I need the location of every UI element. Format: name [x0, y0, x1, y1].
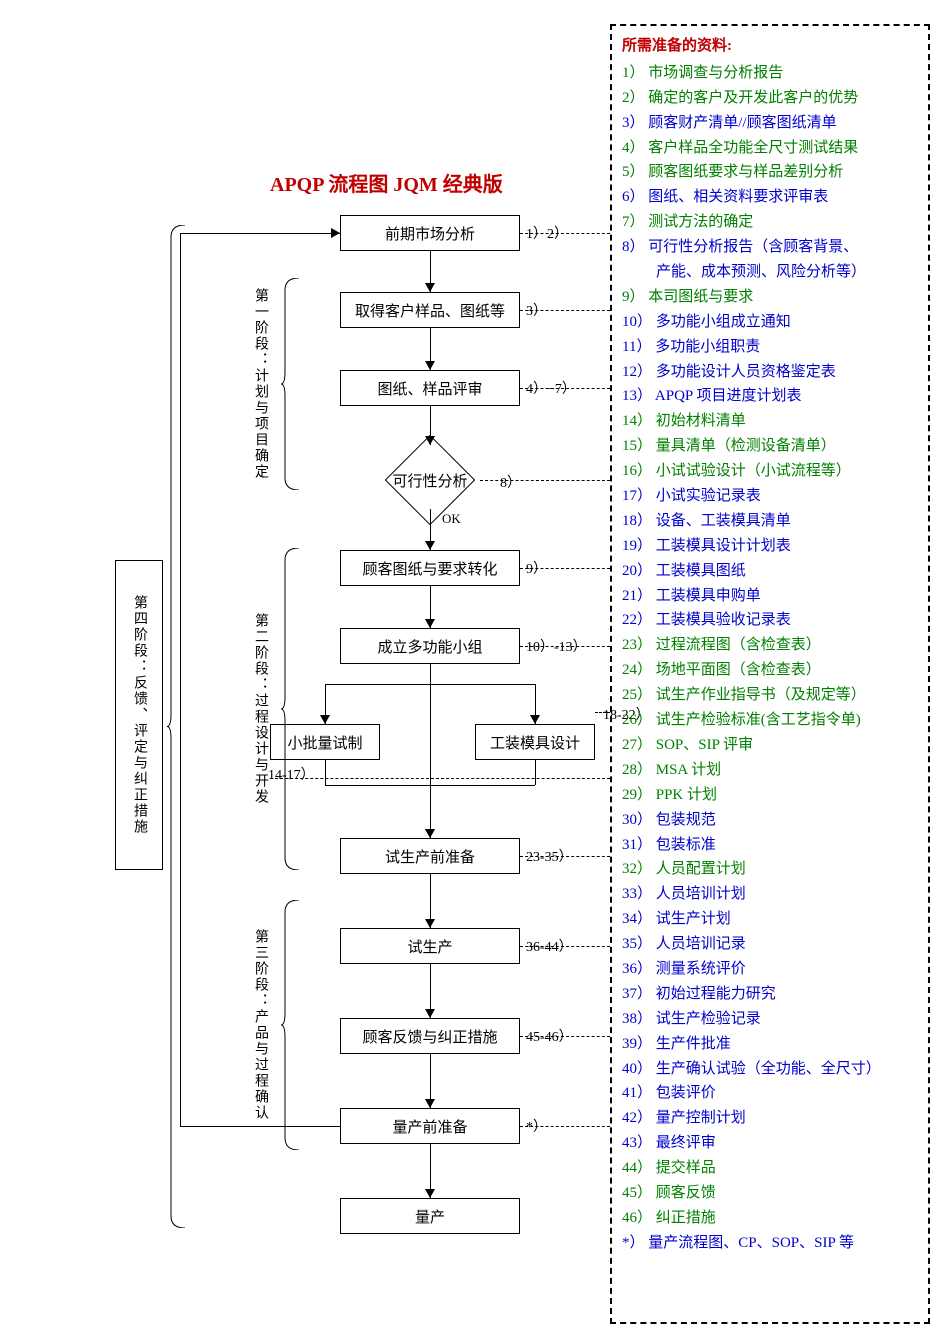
materials-item: 41） 包装评价: [622, 1081, 918, 1106]
materials-item: 26） 试生产检验标准(含工艺指令单): [622, 708, 918, 733]
box-n5: 成立多功能小组: [340, 628, 520, 664]
materials-panel: 所需准备的资料:1） 市场调查与分析报告2） 确定的客户及开发此客户的优势3） …: [610, 24, 930, 1324]
box-n10: 量产前准备: [340, 1108, 520, 1144]
materials-item: 17） 小试实验记录表: [622, 484, 918, 509]
box-n1: 取得客户样品、图纸等: [340, 292, 520, 328]
materials-item: 11） 多功能小组职责: [622, 335, 918, 360]
ok-label: OK: [442, 511, 461, 527]
materials-item: 46） 纠正措施: [622, 1206, 918, 1231]
materials-item: 6） 图纸、相关资料要求评审表: [622, 185, 918, 210]
materials-item: 24） 场地平面图（含检查表）: [622, 658, 918, 683]
materials-item: 34） 试生产计划: [622, 907, 918, 932]
page-title: APQP 流程图 JQM 经典版: [270, 168, 503, 197]
phase-p1: 第一阶段：计划与项目确定: [245, 278, 275, 490]
materials-item: 12） 多功能设计人员资格鉴定表: [622, 360, 918, 385]
materials-item: *） 量产流程图、CP、SOP、SIP 等: [622, 1231, 918, 1256]
box-n11: 量产: [340, 1198, 520, 1234]
box-n4: 顾客图纸与要求转化: [340, 550, 520, 586]
materials-item: 43） 最终评审: [622, 1131, 918, 1156]
label-n3: 可行性分析: [370, 470, 490, 490]
materials-item: 13） APQP 项目进度计划表: [622, 384, 918, 409]
materials-item: 27） SOP、SIP 评审: [622, 733, 918, 758]
materials-item: 35） 人员培训记录: [622, 932, 918, 957]
phase-p4: 第四阶段：反馈、评定与纠正措施: [124, 566, 154, 864]
materials-item: 2） 确定的客户及开发此客户的优势: [622, 86, 918, 111]
materials-header: 所需准备的资料:: [622, 34, 918, 59]
materials-item: 9） 本司图纸与要求: [622, 285, 918, 310]
box-n8: 试生产: [340, 928, 520, 964]
materials-item: 31） 包装标准: [622, 833, 918, 858]
materials-item: 39） 生产件批准: [622, 1032, 918, 1057]
materials-item: 15） 量具清单（检测设备清单）: [622, 434, 918, 459]
materials-item: 23） 过程流程图（含检查表）: [622, 633, 918, 658]
materials-item: 18） 设备、工装模具清单: [622, 509, 918, 534]
box-n0: 前期市场分析: [340, 215, 520, 251]
materials-item: 40） 生产确认试验（全功能、全尺寸）: [622, 1057, 918, 1082]
materials-item: 33） 人员培训计划: [622, 882, 918, 907]
materials-item: 19） 工装模具设计计划表: [622, 534, 918, 559]
annot-n3: 8）: [500, 472, 521, 492]
title-p1: APQP: [270, 174, 323, 196]
materials-item: 28） MSA 计划: [622, 758, 918, 783]
materials-item: 21） 工装模具申购单: [622, 584, 918, 609]
phase-p2: 第二阶段：过程设计与开发: [245, 548, 275, 870]
materials-item: 10） 多功能小组成立通知: [622, 310, 918, 335]
materials-item: 20） 工装模具图纸: [622, 559, 918, 584]
materials-item: 44） 提交样品: [622, 1156, 918, 1181]
box-n2: 图纸、样品评审: [340, 370, 520, 406]
materials-item: 25） 试生产作业指导书（及规定等）: [622, 683, 918, 708]
materials-item: 30） 包装规范: [622, 808, 918, 833]
box-n6b: 工装模具设计: [475, 724, 595, 760]
box-n9: 顾客反馈与纠正措施: [340, 1018, 520, 1054]
title-p4: 经典版: [443, 174, 503, 196]
materials-item: 8） 可行性分析报告（含顾客背景、: [622, 235, 918, 260]
materials-item: 36） 测量系统评价: [622, 957, 918, 982]
materials-item: 产能、成本预测、风险分析等）: [622, 260, 918, 285]
materials-item: 42） 量产控制计划: [622, 1106, 918, 1131]
materials-item: 37） 初始过程能力研究: [622, 982, 918, 1007]
materials-item: 3） 顾客财产清单//顾客图纸清单: [622, 111, 918, 136]
materials-item: 45） 顾客反馈: [622, 1181, 918, 1206]
materials-item: 7） 测试方法的确定: [622, 210, 918, 235]
materials-item: 1） 市场调查与分析报告: [622, 61, 918, 86]
title-p3: JQM: [393, 174, 437, 196]
materials-item: 16） 小试试验设计（小试流程等）: [622, 459, 918, 484]
materials-item: 32） 人员配置计划: [622, 857, 918, 882]
materials-item: 14） 初始材料清单: [622, 409, 918, 434]
materials-item: 29） PPK 计划: [622, 783, 918, 808]
materials-item: 22） 工装模具验收记录表: [622, 608, 918, 633]
phase-p3: 第三阶段：产品与过程确认: [245, 900, 275, 1150]
materials-item: 38） 试生产检验记录: [622, 1007, 918, 1032]
title-p2: 流程图: [328, 174, 388, 196]
materials-item: 4） 客户样品全功能全尺寸测试结果: [622, 136, 918, 161]
materials-item: 5） 顾客图纸要求与样品差别分析: [622, 160, 918, 185]
box-n7: 试生产前准备: [340, 838, 520, 874]
